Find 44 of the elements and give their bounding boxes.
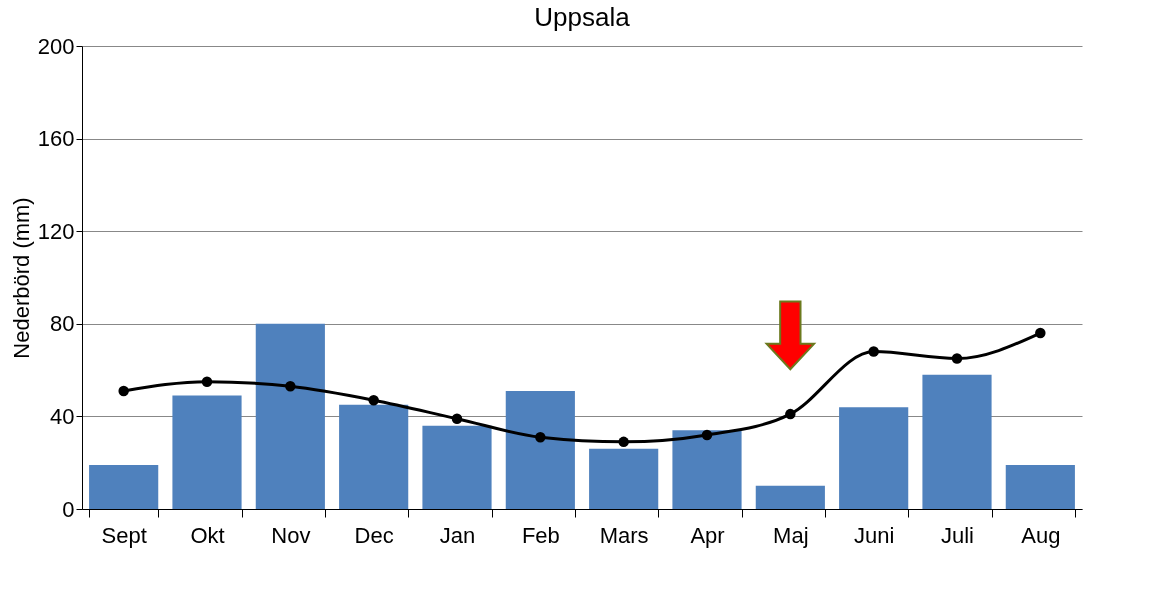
- x-tick-label: Jan: [439, 522, 476, 548]
- x-tick-label: Mars: [599, 522, 649, 548]
- point: [1035, 327, 1046, 339]
- x-tick-label: Dec: [354, 522, 394, 548]
- x-tick-label: Aug: [1021, 522, 1061, 548]
- y-tick-label: 160: [37, 126, 75, 152]
- x-tick-label: Feb: [521, 522, 560, 548]
- chart-title: Uppsala: [534, 2, 631, 32]
- point: [868, 346, 879, 357]
- y-axis-title: Nederbörd (mm): [8, 197, 34, 359]
- bar: [672, 430, 742, 509]
- bar: [755, 485, 825, 509]
- point: [285, 381, 296, 392]
- point: [951, 353, 963, 364]
- bar: [255, 323, 325, 509]
- point: [451, 413, 463, 424]
- x-tick-label: Nov: [271, 522, 311, 548]
- bar: [922, 374, 992, 509]
- point: [701, 429, 713, 441]
- x-tick-label: Sept: [101, 522, 147, 548]
- x-tick-label: Maj: [773, 522, 809, 548]
- point: [201, 376, 213, 387]
- point: [535, 432, 546, 443]
- bar: [339, 404, 409, 509]
- y-tick-label: 40: [50, 403, 75, 429]
- bar: [1005, 465, 1075, 509]
- point: [368, 394, 379, 406]
- bar: [89, 465, 159, 509]
- y-tick-label: 0: [62, 496, 75, 522]
- point: [618, 436, 629, 448]
- y-tick-label: 80: [50, 311, 75, 337]
- x-tick-label: Juni: [853, 522, 895, 548]
- x-tick-label: Apr: [690, 522, 725, 548]
- bar: [839, 407, 909, 509]
- y-tick-label: 200: [37, 33, 75, 59]
- x-tick-label: Juli: [940, 522, 975, 548]
- point: [118, 385, 129, 397]
- bar: [589, 448, 659, 509]
- bar: [172, 395, 242, 509]
- y-tick-label: 120: [37, 218, 75, 244]
- point: [785, 408, 796, 420]
- x-tick-label: Okt: [190, 522, 225, 548]
- bar: [422, 425, 492, 509]
- bar: [505, 390, 575, 509]
